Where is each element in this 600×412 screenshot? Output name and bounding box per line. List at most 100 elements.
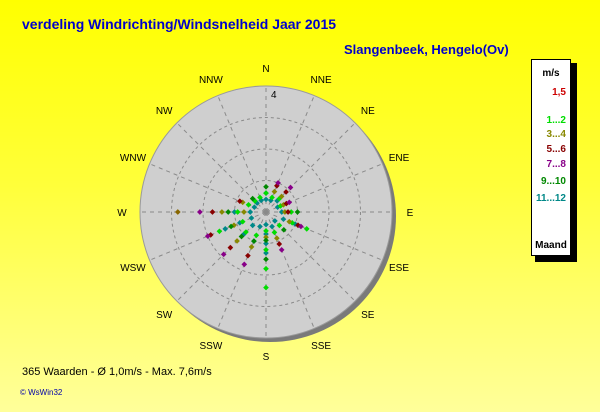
data-point [248,215,255,221]
direction-label: SSW [200,341,223,352]
data-point [263,228,269,234]
rose-spoke [176,122,267,213]
data-point [298,223,304,230]
data-point [263,183,269,190]
data-point [275,180,281,186]
legend-item: 1,5 [552,87,566,98]
data-point [238,233,245,240]
direction-label: ENE [389,153,410,164]
direction-label: SW [156,310,173,321]
data-point [288,209,295,215]
data-point [263,221,269,228]
direction-label: ESE [389,263,409,274]
direction-label: W [117,208,127,219]
data-point [274,235,280,242]
data-point [282,209,288,215]
data-point [271,229,278,236]
data-point [287,184,294,191]
data-point [263,234,269,241]
data-point [263,265,269,272]
data-point [209,209,216,215]
rose-spoke [265,95,315,213]
direction-label: WNW [120,153,147,164]
data-point [280,226,287,233]
rose-spoke [265,163,383,213]
rose-spoke [217,211,267,329]
data-point [263,237,269,244]
direction-label: N [262,64,269,75]
data-point [231,209,238,215]
legend-footer: Maand [535,240,567,251]
data-point [280,216,287,223]
data-point [249,195,256,202]
software-credit: © WsWin32 [20,388,63,397]
data-point [286,199,293,206]
data-point [257,223,263,230]
data-point [269,194,275,201]
station-name: Slangenbeek, Hengelo(Ov) [344,42,509,57]
data-point [286,218,293,225]
legend: m/s Maand 1,5 1...2 3...4 5...6 7...8 9...10 1… [531,59,571,256]
direction-label: S [263,352,270,363]
chart-title: verdeling Windrichting/Windsnelheid Jaar… [22,16,337,32]
rose-spoke [265,211,315,329]
legend-item: 9...10 [540,176,566,187]
legend-item: 5...6 [546,144,566,155]
data-point [248,244,255,250]
rose-spoke [265,211,383,261]
data-point [204,233,211,239]
data-point [249,222,256,229]
rose-ring [202,148,330,276]
legend-unit: m/s [542,68,560,79]
data-point [303,226,310,232]
data-point [247,209,254,215]
legend-item: 1...2 [546,115,566,126]
rose-spoke [265,211,356,302]
data-point [174,209,181,215]
data-point [271,188,278,195]
data-point [216,228,223,235]
data-point [234,238,240,244]
data-point [263,256,269,263]
data-point [234,209,241,215]
data-point [245,252,251,259]
data-point [222,226,229,232]
data-point [294,209,301,215]
data-point [241,261,248,268]
legend-item: 11...12 [535,193,566,204]
rose-spoke [217,95,267,213]
data-point [225,209,232,215]
rose-spoke [149,211,267,261]
rose-spoke [265,122,356,213]
data-point [220,251,227,258]
rose-spoke [149,163,267,213]
footer-summary: 365 Waarden - Ø 1,0m/s - Max. 7,6m/s [22,366,212,378]
data-point [263,246,269,253]
legend-item: 3...4 [546,129,566,140]
data-point [278,193,285,200]
data-point [263,240,269,247]
data-point [227,244,234,251]
data-point [263,196,269,203]
data-point [197,209,203,215]
data-point [278,247,285,253]
direction-label: E [407,208,414,219]
direction-label: NNE [311,75,332,86]
data-point [228,223,234,230]
direction-label: SE [361,310,375,321]
data-point [257,194,263,201]
direction-label: SSE [311,341,331,352]
data-point [241,209,247,215]
data-point [263,284,269,291]
data-point [251,238,257,244]
data-point [278,209,285,215]
rose-spoke [176,211,267,302]
direction-label: NW [156,106,173,117]
data-point [219,209,225,215]
data-point [263,250,269,256]
data-point [285,209,291,215]
direction-label: WSW [120,263,146,274]
data-point [243,229,249,235]
